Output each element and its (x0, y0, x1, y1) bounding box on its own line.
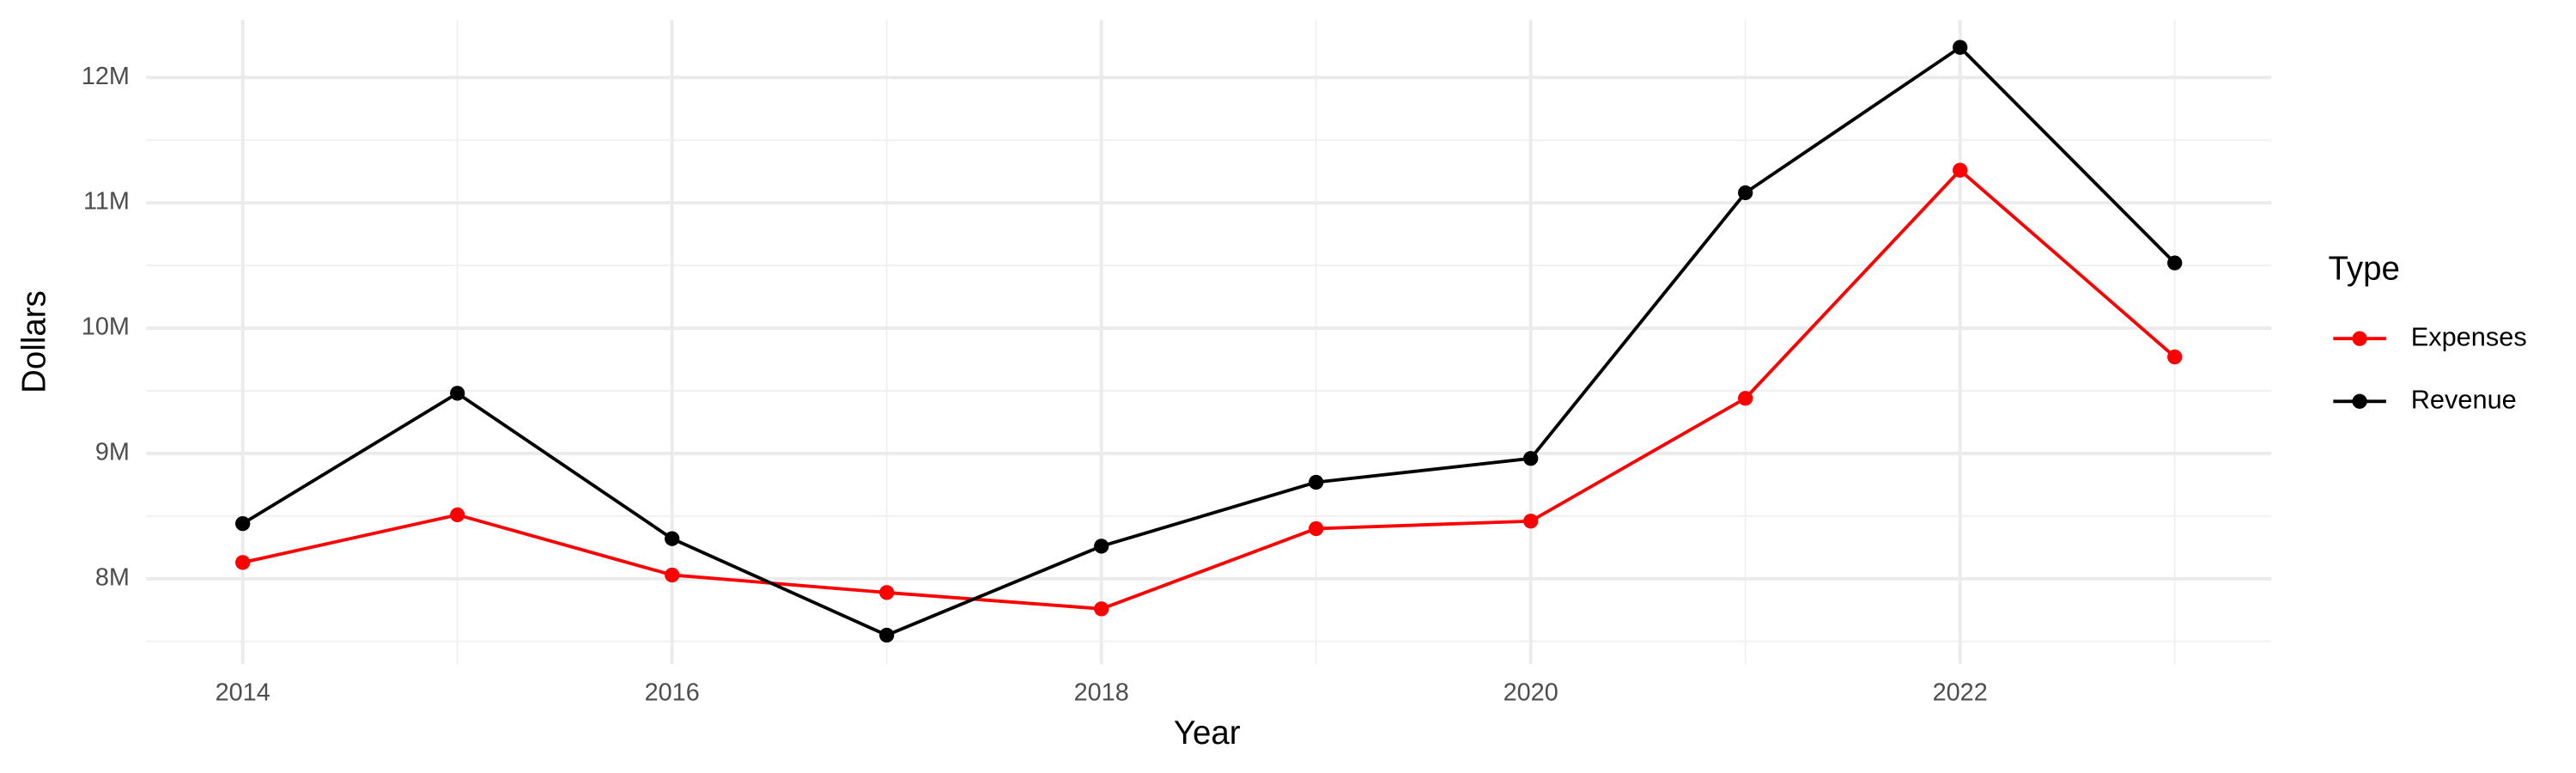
data-point (879, 585, 895, 600)
y-axis-title: Dollars (15, 290, 52, 393)
legend-label: Expenses (2411, 321, 2527, 351)
series-line (242, 167, 2176, 611)
data-point (1953, 162, 1968, 178)
x-tick-label: 2014 (216, 679, 270, 706)
plot: 8M 9M 10M 11M 12M 2014 2016 2018 2020 2022 Expense… (82, 20, 2527, 706)
legend-label: Revenue (2411, 384, 2517, 414)
data-point (1309, 474, 1324, 490)
y-tick-label: 12M (82, 63, 130, 90)
data-point (1309, 520, 1324, 537)
data-point (1523, 514, 1539, 529)
data-point (2167, 349, 2183, 365)
data-point (450, 386, 465, 401)
y-tick-label: 8M (95, 563, 130, 591)
x-axis-title: Year (1174, 715, 1241, 752)
data-point (1094, 601, 1109, 617)
legend-marker (2352, 331, 2367, 346)
legend-marker (2352, 393, 2367, 409)
x-tick-label: 2022 (1933, 679, 1988, 706)
y-tick-label: 11M (83, 188, 130, 216)
y-tick-label: 10M (82, 313, 130, 341)
data-point (235, 555, 251, 570)
legend-title: Type (2329, 251, 2400, 288)
data-point (879, 627, 895, 643)
series-line (241, 45, 2177, 637)
x-tick-label: 2016 (645, 679, 700, 706)
data-point (1094, 539, 1109, 554)
data-point (1953, 40, 1968, 55)
data-point (665, 567, 680, 583)
x-tick-label: 2020 (1504, 679, 1558, 706)
y-tick-label: 9M (95, 439, 130, 466)
data-point (235, 515, 251, 532)
data-point (450, 507, 465, 523)
data-point (1738, 391, 1753, 406)
data-point (1738, 185, 1753, 201)
data-point (665, 531, 680, 546)
data-point (2167, 255, 2183, 271)
data-point (1523, 451, 1539, 466)
x-tick-label: 2018 (1074, 679, 1129, 706)
